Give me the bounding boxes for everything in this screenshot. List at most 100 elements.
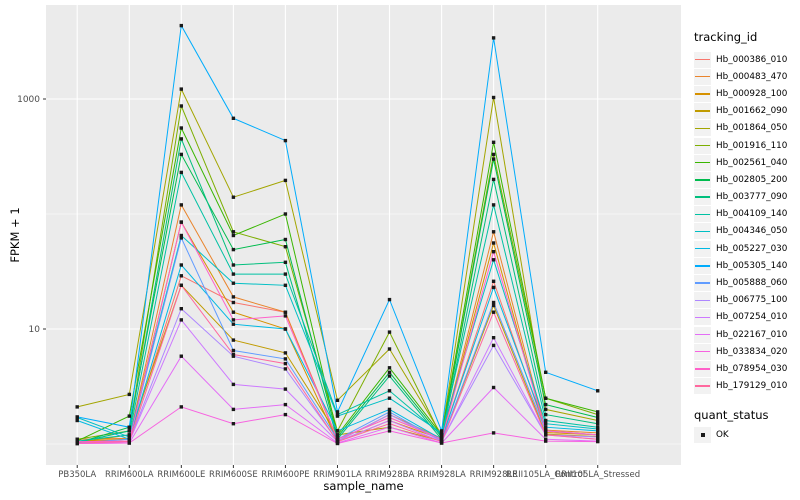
- data-point: [75, 437, 79, 441]
- line-swatch-icon: [695, 110, 710, 112]
- legend-label: Hb_003777_090: [716, 192, 788, 203]
- data-point: [439, 439, 444, 444]
- axes: 10 1000 PB350LA RRIM600LA RRIM600LE RRIM600SE…: [17, 95, 640, 480]
- data-point: [231, 295, 236, 299]
- data-point: [387, 347, 392, 351]
- data-point: [179, 152, 183, 157]
- data-point: [231, 263, 236, 267]
- data-point: [491, 431, 496, 435]
- legend-item-Hb_003777_090: Hb_003777_090: [694, 189, 800, 206]
- legend-key: [694, 292, 711, 309]
- line-swatch-icon: [695, 127, 710, 130]
- legend-item-Hb_004346_050: Hb_004346_050: [694, 223, 800, 240]
- data-point: [127, 437, 131, 441]
- legend-item-Hb_005888_060: Hb_005888_060: [694, 274, 800, 292]
- legend-label: Hb_004346_050: [716, 226, 788, 237]
- line-swatch-icon: [695, 316, 710, 319]
- series-points: [75, 23, 600, 446]
- data-point: [387, 407, 392, 412]
- data-point: [387, 418, 392, 423]
- legend-item-Hb_002805_200: Hb_002805_200: [694, 171, 800, 188]
- data-point: [544, 370, 548, 374]
- data-point: [596, 425, 600, 429]
- data-point: [387, 389, 392, 393]
- legend-key: [694, 309, 711, 326]
- data-point: [283, 310, 288, 314]
- data-point: [491, 343, 496, 348]
- data-point: [544, 433, 548, 437]
- legend: tracking_id Hb_000386_010 Hb_000483_470 Hb…: [694, 30, 800, 444]
- line-swatch-icon: [695, 196, 710, 198]
- line-swatch-icon: [695, 385, 710, 387]
- x-tick-label: RRIM600LE: [157, 470, 205, 480]
- data-point: [283, 212, 288, 216]
- legend-label: Hb_001662_090: [716, 106, 788, 117]
- data-point: [75, 415, 79, 419]
- data-point: [439, 429, 444, 433]
- data-point: [231, 230, 236, 234]
- data-point: [544, 396, 548, 400]
- legend-label: Hb_000386_010: [716, 54, 788, 65]
- data-point: [231, 272, 236, 276]
- legend-label: Hb_022167_010: [716, 329, 788, 340]
- data-point: [544, 402, 548, 407]
- legend-key: [694, 120, 711, 137]
- data-point: [231, 407, 236, 412]
- line-swatch-icon: [695, 58, 710, 61]
- data-point: [439, 431, 444, 435]
- data-point: [491, 250, 496, 254]
- data-point: [335, 410, 340, 414]
- data-point: [179, 318, 183, 322]
- legend-key: [694, 154, 711, 171]
- data-point: [231, 300, 236, 305]
- data-point: [231, 247, 236, 252]
- x-axis-title: sample_name: [323, 479, 404, 493]
- line-swatch-icon: [695, 213, 710, 215]
- legend-label: Hb_002561_040: [716, 157, 788, 168]
- data-point: [283, 272, 288, 276]
- legend-key: [694, 189, 711, 206]
- data-point: [283, 245, 288, 249]
- x-tick-label: RRII105LA_Control: [506, 470, 585, 480]
- data-point: [283, 367, 288, 371]
- legend-item-Hb_001864_050: Hb_001864_050: [694, 120, 800, 137]
- data-point: [179, 137, 183, 141]
- legend-item-quant-ok: OK: [694, 427, 800, 444]
- data-point: [491, 140, 496, 144]
- data-point: [127, 425, 131, 429]
- data-point: [387, 415, 392, 420]
- data-point: [544, 418, 548, 423]
- legend-key: [694, 223, 711, 240]
- line-swatch-icon: [695, 333, 710, 336]
- legend-item-Hb_004109_140: Hb_004109_140: [694, 206, 800, 223]
- data-point: [283, 357, 288, 361]
- legend-label: Hb_005888_060: [716, 278, 788, 289]
- x-tick-label: RRIM600LA: [105, 470, 154, 480]
- legend-key: [694, 326, 711, 343]
- data-point: [335, 435, 340, 439]
- legend-label: Hb_005227_030: [716, 243, 788, 254]
- data-point: [231, 233, 236, 238]
- data-point: [439, 437, 444, 441]
- legend-item-Hb_033834_020: Hb_033834_020: [694, 343, 800, 360]
- data-point: [596, 412, 600, 417]
- data-point: [283, 237, 288, 242]
- data-point: [283, 412, 288, 417]
- data-point: [596, 418, 600, 423]
- data-point: [596, 429, 600, 433]
- data-point: [387, 330, 392, 334]
- data-point: [491, 230, 496, 234]
- data-point: [335, 437, 340, 441]
- legend-item-Hb_000483_470: Hb_000483_470: [694, 68, 800, 85]
- legend-label: Hb_179129_010: [716, 381, 788, 392]
- data-point: [335, 414, 340, 418]
- data-point: [596, 431, 600, 435]
- legend-label-ok: OK: [716, 430, 729, 441]
- data-point: [179, 170, 183, 175]
- legend-label: Hb_000483_470: [716, 71, 788, 82]
- data-point: [127, 429, 131, 433]
- legend-label: Hb_000928_100: [716, 88, 788, 99]
- data-point: [75, 441, 79, 445]
- x-tick-label: RRIM928LA: [417, 470, 466, 480]
- data-point: [231, 310, 236, 314]
